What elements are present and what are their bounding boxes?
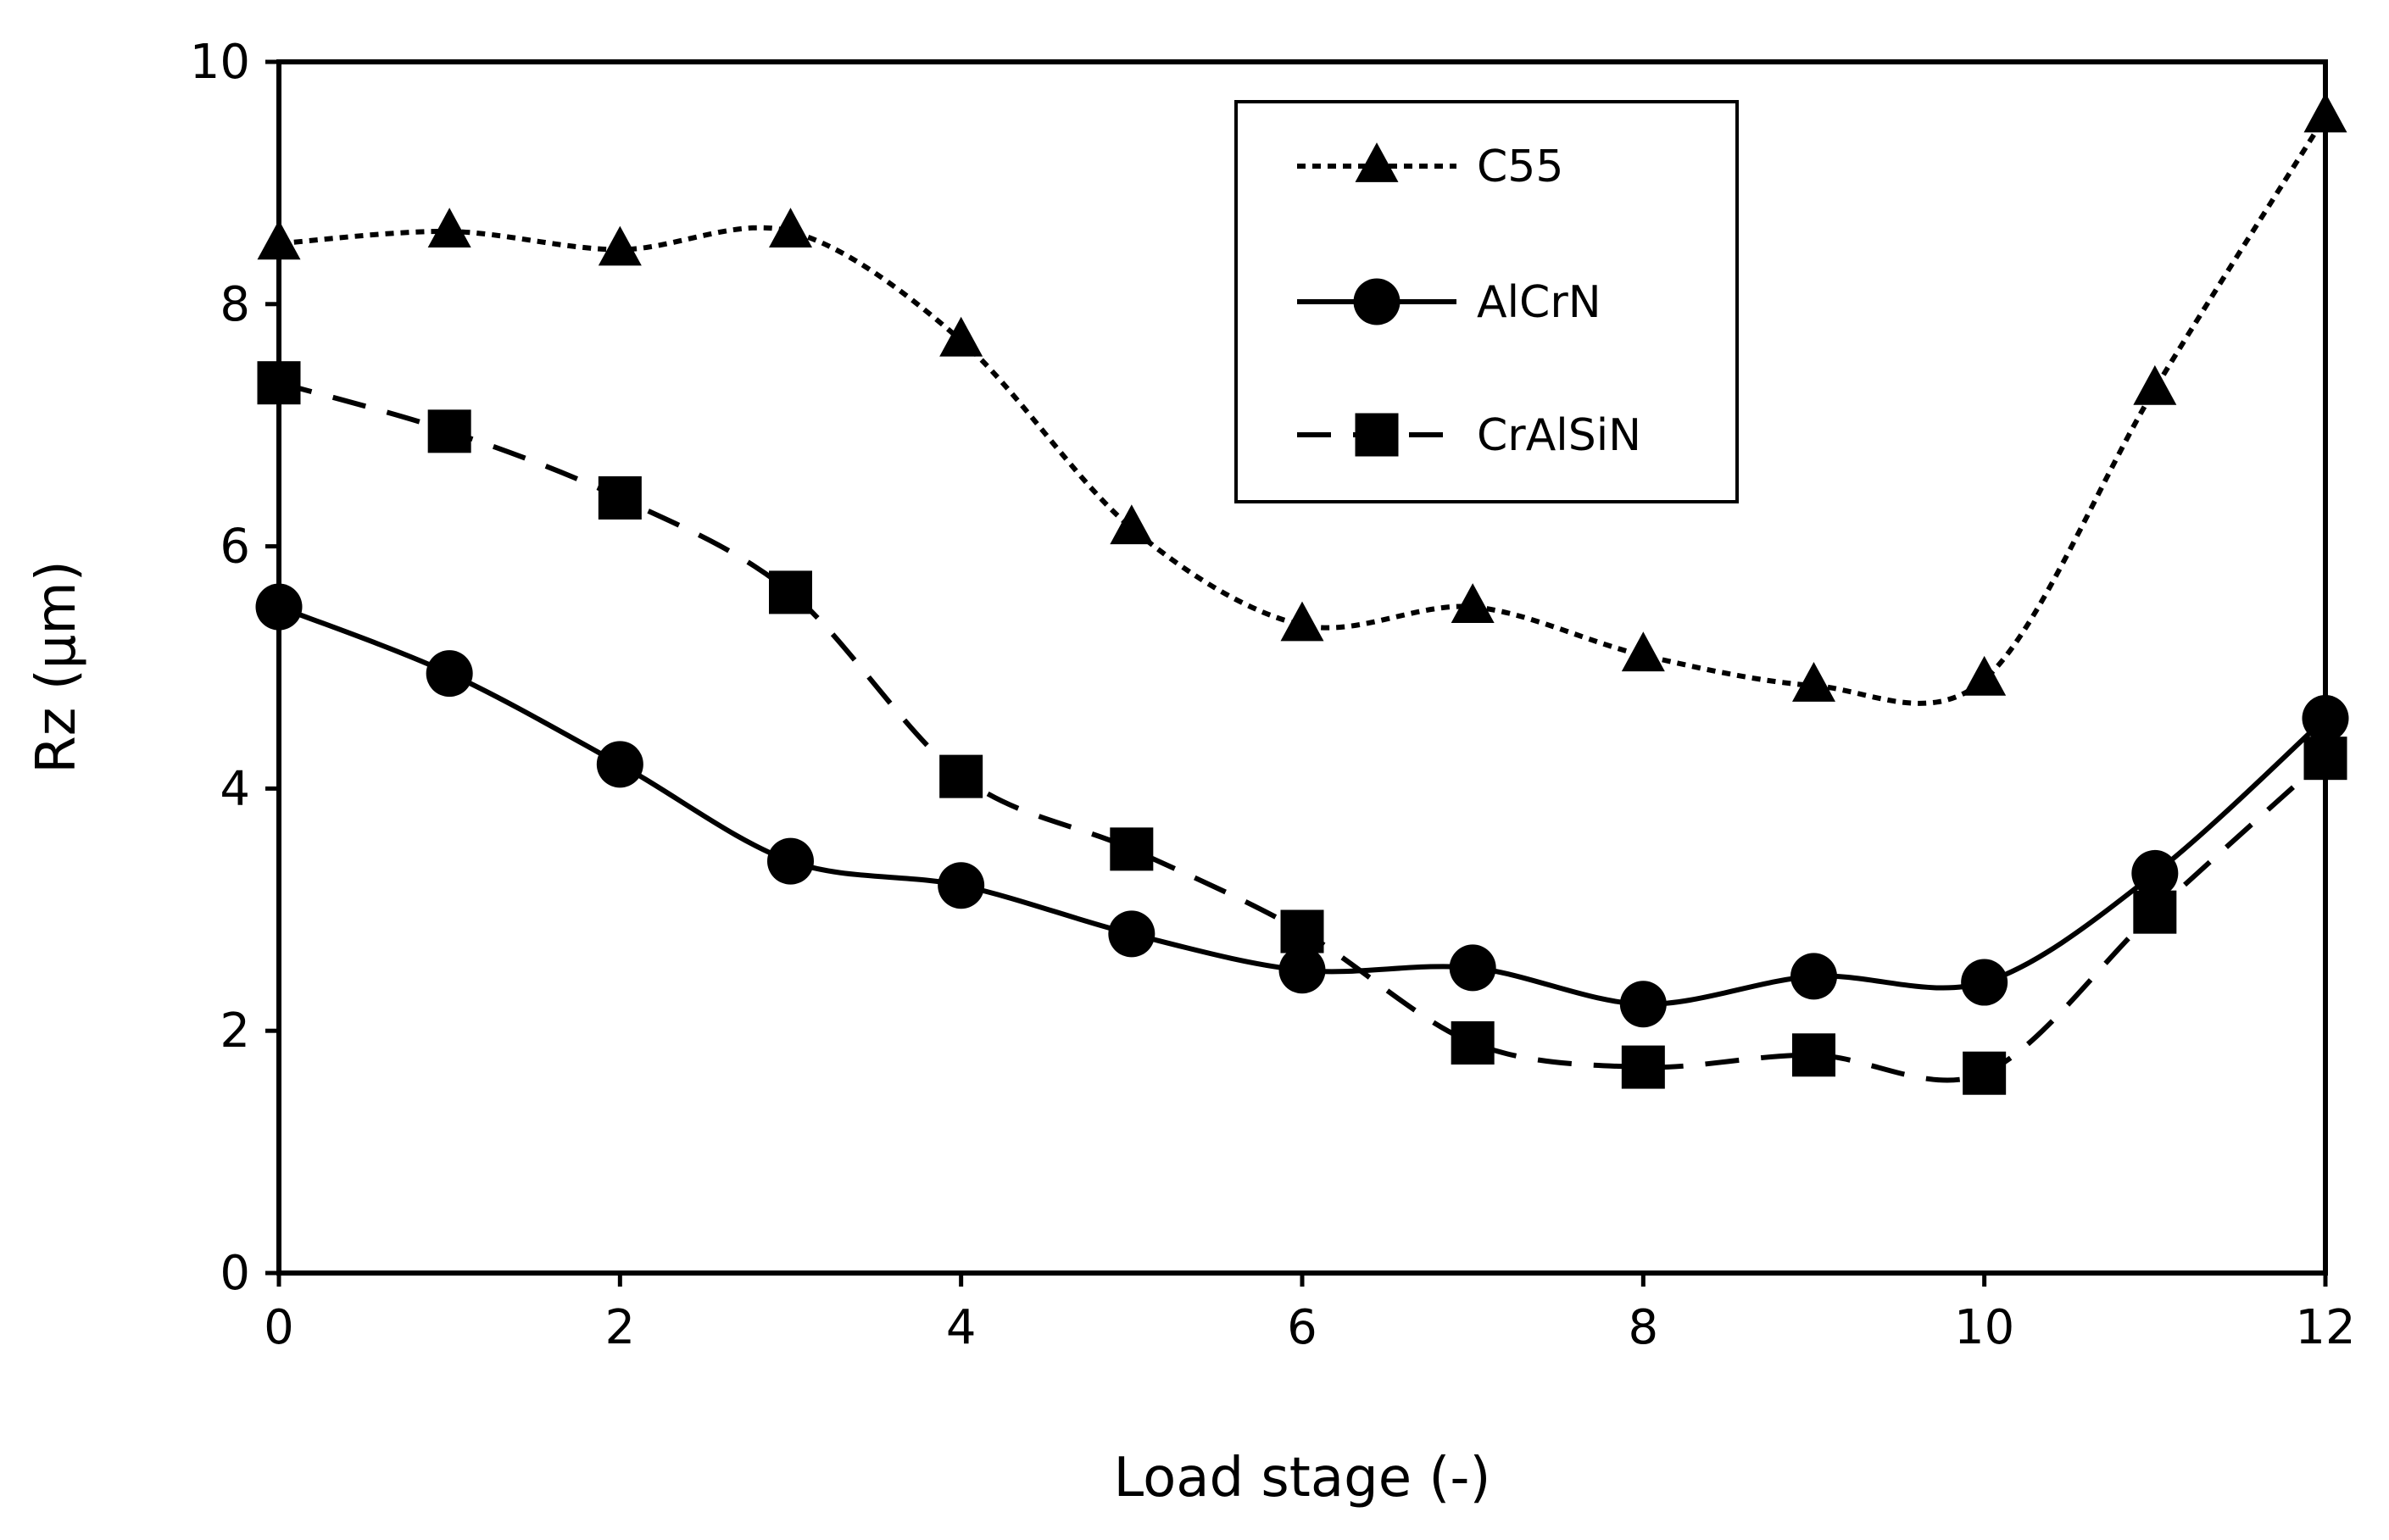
y-axis-ticks: 0 2 4 6 8 10 [190, 35, 279, 1301]
data-point-cralsin [1280, 909, 1324, 953]
data-point-c55 [2133, 364, 2177, 405]
data-point-cralsin [2303, 737, 2347, 781]
legend-label: CrAlSiN [1477, 410, 1641, 461]
data-point-c55 [257, 220, 301, 260]
data-point-cralsin [769, 570, 812, 614]
data-point-alcrn [767, 837, 814, 885]
x-tick-label: 8 [1629, 1300, 1659, 1355]
x-tick-label: 6 [1287, 1300, 1317, 1355]
data-point-alcrn [1790, 953, 1837, 1000]
y-tick-label: 0 [220, 1246, 250, 1301]
y-tick-label: 8 [220, 277, 250, 332]
data-point-c55 [1110, 504, 1154, 545]
data-point-c55 [769, 208, 812, 247]
data-point-c55 [1792, 662, 1835, 702]
data-point-cralsin [427, 409, 471, 453]
data-series [255, 92, 2349, 1095]
series-line-c55 [278, 114, 2328, 706]
data-point-cralsin [598, 475, 642, 520]
y-axis-title: Rz (µm) [25, 560, 88, 773]
x-tick-label: 12 [2295, 1300, 2355, 1355]
data-point-cralsin [1621, 1045, 1665, 1089]
y-tick-label: 6 [220, 520, 250, 575]
y-tick-label: 4 [220, 761, 250, 816]
x-axis-title: Load stage (-) [1114, 1447, 1491, 1509]
data-point-cralsin [939, 754, 983, 798]
circle-icon [1353, 278, 1401, 325]
data-point-c55 [1280, 601, 1324, 642]
data-point-cralsin [1451, 1020, 1495, 1065]
x-tick-label: 4 [946, 1300, 977, 1355]
data-point-cralsin [1110, 827, 1154, 871]
data-point-alcrn [1961, 959, 2008, 1006]
y-tick-label: 2 [220, 1004, 250, 1059]
y-tick-label: 10 [190, 35, 250, 90]
data-point-c55 [427, 208, 471, 247]
legend-label: C55 [1477, 142, 1563, 192]
data-point-alcrn [1619, 981, 1667, 1028]
x-tick-label: 0 [264, 1300, 294, 1355]
series-alcrn [255, 583, 2349, 1028]
legend: C55 AlCrN CrAlSiN [1234, 100, 1739, 503]
series-c55 [257, 92, 2347, 706]
x-tick-label: 2 [605, 1300, 636, 1355]
data-point-cralsin [1963, 1051, 2007, 1095]
triangle-icon [1355, 142, 1399, 182]
data-point-alcrn [2131, 849, 2179, 897]
data-point-c55 [1621, 631, 1665, 672]
legend-label: AlCrN [1477, 277, 1601, 328]
data-point-alcrn [596, 741, 643, 788]
data-point-alcrn [1278, 947, 1326, 994]
data-point-c55 [598, 225, 642, 266]
data-point-alcrn [938, 862, 985, 909]
data-point-cralsin [1792, 1033, 1835, 1077]
x-axis-ticks: 0 2 4 6 8 10 12 [264, 1273, 2356, 1355]
data-point-alcrn [1108, 910, 1156, 958]
data-point-alcrn [2302, 695, 2349, 742]
x-tick-label: 10 [1954, 1300, 2014, 1355]
data-point-alcrn [1449, 944, 1496, 992]
series-cralsin [257, 361, 2347, 1095]
data-point-c55 [2303, 92, 2347, 133]
data-point-alcrn [426, 650, 473, 698]
square-icon [1355, 413, 1399, 457]
data-point-c55 [1451, 583, 1495, 623]
data-point-alcrn [255, 583, 303, 631]
data-point-cralsin [2133, 890, 2177, 934]
data-point-c55 [1963, 655, 2007, 696]
data-point-cralsin [257, 361, 301, 405]
data-point-c55 [939, 316, 983, 357]
